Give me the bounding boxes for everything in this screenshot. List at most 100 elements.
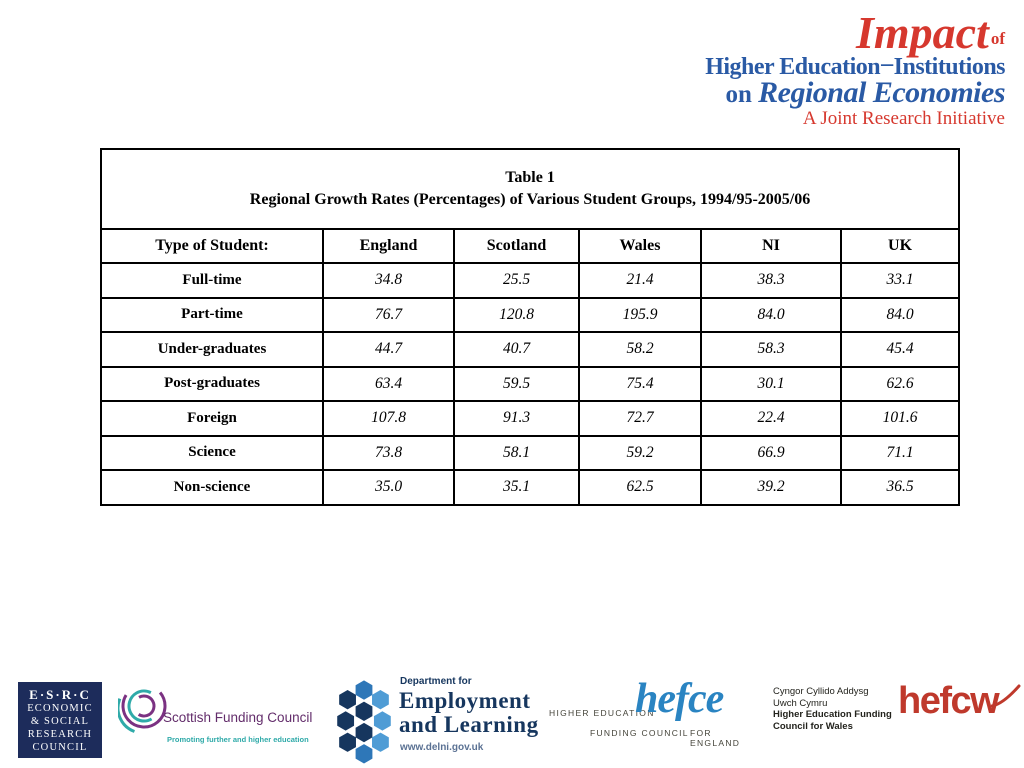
table-title-row: Table 1 Regional Growth Rates (Percentag… [99, 148, 961, 230]
row-label: Science [100, 434, 324, 471]
table-container: Table 1 Regional Growth Rates (Percentag… [99, 148, 961, 506]
cell-value: 107.8 [322, 400, 455, 437]
table-row: Full-time 34.8 25.5 21.4 38.3 33.1 [100, 262, 961, 299]
col-header-uk: UK [839, 228, 961, 264]
cell-value: 33.1 [839, 262, 961, 299]
esrc-line: COUNCIL [32, 741, 88, 753]
cell-value: 84.0 [839, 296, 961, 333]
cell-value: 120.8 [453, 296, 580, 333]
row-label: Foreign [100, 400, 324, 437]
col-header-type: Type of Student: [100, 228, 324, 264]
cell-value: 195.9 [578, 296, 702, 333]
table-header-row: Type of Student: England Scotland Wales … [100, 228, 961, 264]
row-label: Part-time [100, 296, 324, 333]
esrc-line: ECONOMIC [27, 702, 93, 714]
del-and-learning: and Learning [399, 712, 539, 737]
del-employment: Employment [399, 688, 531, 713]
institutions-text: Institutions [893, 54, 1006, 80]
cell-value: 35.1 [453, 469, 580, 506]
impact-word: Impact [855, 7, 989, 58]
cell-value: 71.1 [839, 434, 961, 471]
cell-value: 58.1 [453, 434, 580, 471]
hefcw-line-english1: Higher Education Funding [773, 709, 892, 720]
hefce-higher-education: HIGHER EDUCATION [549, 708, 655, 718]
cell-value: 58.3 [700, 331, 842, 368]
impact-logo-wordmark: Impact of [645, 10, 1005, 64]
regional-economies-text: Regional Economies [758, 76, 1005, 109]
cell-value: 59.5 [453, 365, 580, 402]
col-header-england: England [322, 228, 455, 264]
cell-value: 72.7 [578, 400, 702, 437]
esrc-acronym: E·S·R·C [29, 686, 91, 702]
esrc-line: & SOCIAL [30, 715, 90, 727]
esrc-logo: E·S·R·C ECONOMIC & SOCIAL RESEARCH COUNC… [18, 682, 102, 758]
table-title-cell: Table 1 Regional Growth Rates (Percentag… [99, 148, 961, 230]
dash-glyph: – [881, 51, 893, 77]
col-header-scotland: Scotland [453, 228, 580, 264]
hefcw-swoosh-icon [991, 684, 1021, 708]
hefcw-line-welsh2: Uwch Cymru [773, 697, 828, 709]
cell-value: 22.4 [700, 400, 842, 437]
cell-value: 59.2 [578, 434, 702, 471]
cell-value: 63.4 [322, 365, 455, 402]
col-header-wales: Wales [578, 228, 702, 264]
hefce-wordmark: hefce [635, 676, 724, 722]
growth-rates-table: Table 1 Regional Growth Rates (Percentag… [99, 148, 961, 506]
hefcw-wordmark: hefcw [898, 680, 1000, 722]
cell-value: 21.4 [578, 262, 702, 299]
cell-value: 62.6 [839, 365, 961, 402]
table-row: Under-graduates 44.7 40.7 58.2 58.3 45.4 [100, 331, 961, 368]
hefce-for-england: FOR ENGLAND [690, 728, 741, 748]
sfc-tagline: Promoting further and higher education [167, 735, 309, 744]
cell-value: 58.2 [578, 331, 702, 368]
del-url: www.delni.gov.uk [400, 742, 484, 753]
on-text: on [725, 81, 752, 108]
table-row: Science 73.8 58.1 59.2 66.9 71.1 [100, 434, 961, 471]
cell-value: 75.4 [578, 365, 702, 402]
table-row: Non-science 35.0 35.1 62.5 39.2 36.5 [100, 469, 961, 506]
hefcw-line-english2: Council for Wales [773, 720, 853, 732]
hefcw-logo: Cyngor Cyllido Addysg Uwch Cymru Higher … [773, 680, 1021, 746]
sfc-swirl-icon [116, 681, 170, 735]
row-label: Full-time [100, 262, 324, 299]
cell-value: 30.1 [700, 365, 842, 402]
sfc-name: Scottish Funding Council [163, 710, 313, 725]
cell-value: 40.7 [453, 331, 580, 368]
cell-value: 34.8 [322, 262, 455, 299]
row-label: Post-graduates [100, 365, 324, 402]
hefce-funding-council: FUNDING COUNCIL [590, 728, 689, 738]
col-header-ni: NI [700, 228, 842, 264]
cell-value: 84.0 [700, 296, 842, 333]
hefce-logo: HIGHER EDUCATION hefce FUNDING COUNCIL F… [545, 676, 760, 748]
cell-value: 25.5 [453, 262, 580, 299]
table-subtitle: Regional Growth Rates (Percentages) of V… [249, 191, 811, 208]
scottish-funding-council-logo: Scottish Funding Council Promoting furth… [116, 678, 328, 758]
department-employment-learning-logo: Department for Employment and Learning w… [335, 672, 550, 764]
row-label: Non-science [100, 469, 324, 506]
cell-value: 91.3 [453, 400, 580, 437]
table-row: Part-time 76.7 120.8 195.9 84.0 84.0 [100, 296, 961, 333]
cell-value: 73.8 [322, 434, 455, 471]
joint-research-initiative-text: A Joint Research Initiative [802, 108, 1005, 129]
table-row: Foreign 107.8 91.3 72.7 22.4 101.6 [100, 400, 961, 437]
cell-value: 39.2 [700, 469, 842, 506]
cell-value: 35.0 [322, 469, 455, 506]
impact-word-of: of [990, 29, 1005, 48]
cell-value: 76.7 [322, 296, 455, 333]
cell-value: 66.9 [700, 434, 842, 471]
impact-logo-line3: on Regional Economies [645, 76, 1005, 109]
esrc-line: RESEARCH [27, 728, 93, 740]
cell-value: 101.6 [839, 400, 961, 437]
del-department-for: Department for [400, 676, 472, 687]
table-row: Post-graduates 63.4 59.5 75.4 30.1 62.6 [100, 365, 961, 402]
cell-value: 36.5 [839, 469, 961, 506]
cell-value: 62.5 [578, 469, 702, 506]
impact-logo-line2: Higher Education–Institutions [645, 52, 1006, 80]
row-label: Under-graduates [100, 331, 324, 368]
del-hexflake-icon [337, 680, 391, 764]
cell-value: 45.4 [839, 331, 961, 368]
table-title: Table 1 [505, 169, 555, 186]
hefcw-line-welsh1: Cyngor Cyllido Addysg [773, 686, 869, 697]
cell-value: 38.3 [700, 262, 842, 299]
